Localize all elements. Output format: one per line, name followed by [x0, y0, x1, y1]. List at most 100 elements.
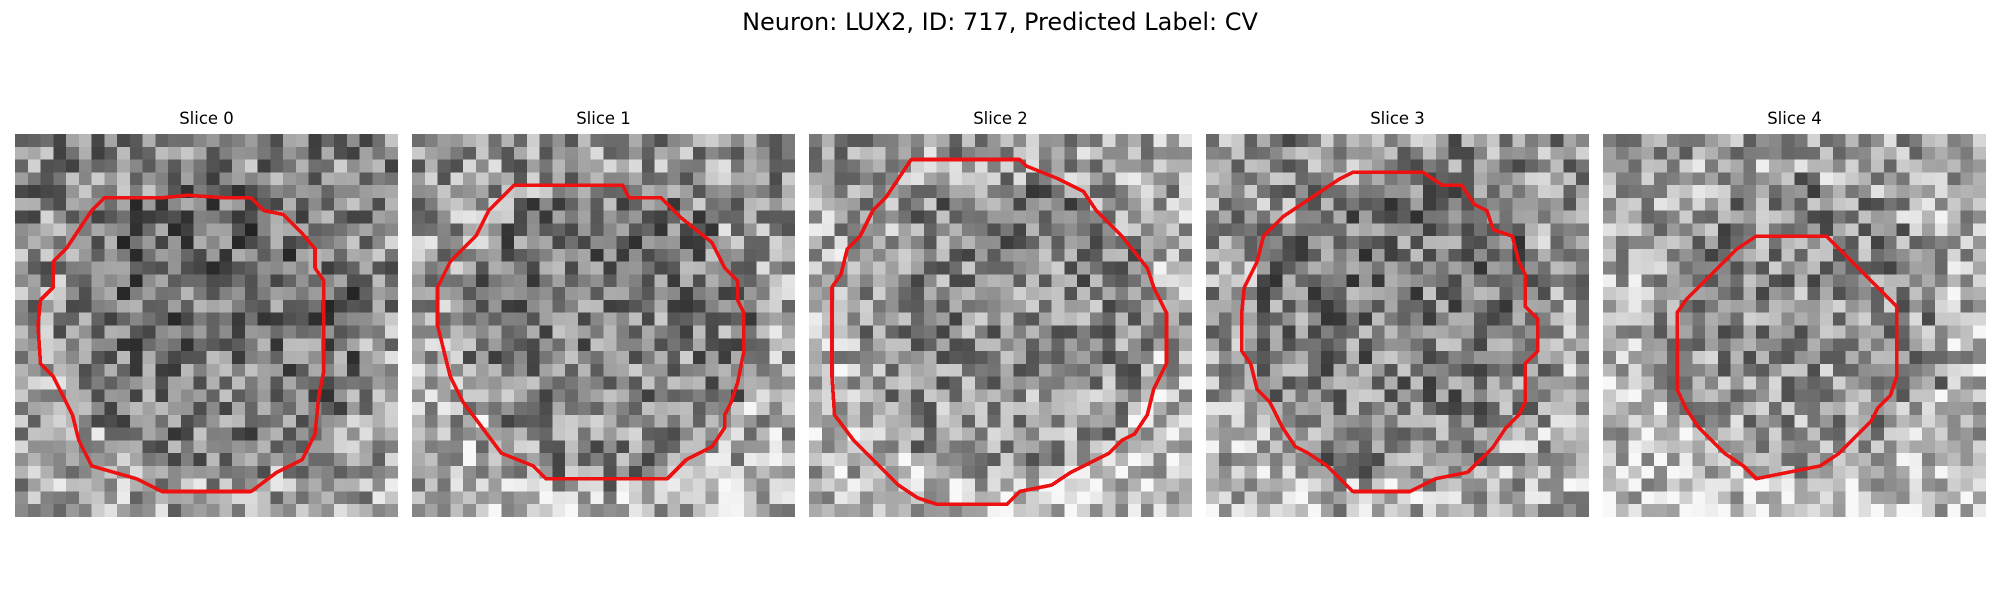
image-pixel [1397, 389, 1411, 403]
image-pixel [1563, 427, 1577, 441]
image-pixel [1397, 402, 1411, 416]
image-pixel [1525, 376, 1539, 390]
image-pixel [1756, 248, 1770, 262]
image-pixel [488, 287, 502, 301]
image-pixel [1705, 504, 1719, 517]
image-pixel [1397, 465, 1411, 479]
image-pixel [424, 248, 438, 262]
image-pixel [1179, 223, 1192, 237]
image-pixel [872, 223, 886, 237]
image-pixel [590, 236, 604, 250]
image-pixel [1128, 363, 1142, 377]
image-pixel [1244, 491, 1258, 505]
image-pixel [603, 287, 617, 301]
image-pixel [463, 351, 477, 365]
image-pixel [1717, 351, 1731, 365]
image-pixel [1717, 363, 1731, 377]
image-pixel [27, 351, 41, 365]
image-pixel [1628, 172, 1642, 186]
image-pixel [1333, 402, 1347, 416]
image-pixel [283, 338, 297, 352]
image-pixel [1909, 299, 1923, 313]
image-pixel [872, 402, 886, 416]
image-pixel [78, 299, 92, 313]
image-pixel [1871, 478, 1885, 492]
image-pixel [1448, 427, 1462, 441]
image-pixel [15, 440, 29, 454]
image-pixel [949, 414, 963, 428]
image-pixel [206, 134, 220, 148]
image-pixel [911, 325, 925, 339]
image-pixel [885, 338, 899, 352]
image-pixel [1461, 491, 1475, 505]
image-pixel [27, 478, 41, 492]
image-pixel [155, 223, 169, 237]
image-pixel [1333, 325, 1347, 339]
image-pixel [1756, 223, 1770, 237]
image-pixel [1013, 299, 1027, 313]
image-pixel [475, 159, 489, 173]
image-pixel [1768, 325, 1782, 339]
image-pixel [782, 465, 795, 479]
image-pixel [1064, 325, 1078, 339]
image-pixel [66, 465, 80, 479]
image-pixel [821, 261, 835, 275]
image-pixel [1743, 338, 1757, 352]
image-pixel [412, 172, 426, 186]
image-pixel [1705, 389, 1719, 403]
image-pixel [1909, 478, 1923, 492]
image-pixel [1000, 299, 1014, 313]
image-pixel [539, 210, 553, 224]
image-pixel [743, 287, 757, 301]
image-pixel [27, 427, 41, 441]
image-pixel [1922, 210, 1936, 224]
image-pixel [257, 146, 271, 160]
image-pixel [450, 261, 464, 275]
image-pixel [1051, 274, 1065, 288]
image-pixel [782, 312, 795, 326]
image-pixel [1896, 261, 1910, 275]
image-pixel [1692, 325, 1706, 339]
image-pixel [1038, 491, 1052, 505]
image-pixel [1140, 376, 1154, 390]
image-pixel [1153, 453, 1167, 467]
image-pixel [1499, 325, 1513, 339]
image-pixel [743, 274, 757, 288]
image-pixel [565, 440, 579, 454]
image-pixel [1692, 440, 1706, 454]
image-pixel [885, 453, 899, 467]
image-pixel [1641, 172, 1655, 186]
image-pixel [1576, 351, 1589, 365]
image-pixel [27, 465, 41, 479]
image-pixel [40, 210, 54, 224]
image-pixel [911, 287, 925, 301]
image-pixel [15, 402, 29, 416]
image-pixel [616, 478, 630, 492]
image-pixel [155, 312, 169, 326]
image-pixel [1166, 172, 1180, 186]
image-pixel [847, 351, 861, 365]
image-pixel [15, 491, 29, 505]
image-pixel [1435, 325, 1449, 339]
image-pixel [1973, 491, 1986, 505]
image-pixel [1679, 261, 1693, 275]
image-pixel [987, 248, 1001, 262]
image-pixel [641, 325, 655, 339]
image-pixel [1486, 491, 1500, 505]
image-pixel [1320, 299, 1334, 313]
image-pixel [359, 363, 373, 377]
image-pixel [1947, 504, 1961, 517]
image-pixel [346, 210, 360, 224]
image-pixel [155, 338, 169, 352]
image-pixel [385, 465, 398, 479]
image-pixel [412, 389, 426, 403]
image-pixel [1333, 210, 1347, 224]
image-pixel [590, 325, 604, 339]
image-pixel [1820, 491, 1834, 505]
image-pixel [155, 261, 169, 275]
image-pixel [334, 134, 348, 148]
image-pixel [168, 376, 182, 390]
image-pixel [654, 402, 668, 416]
image-pixel [193, 159, 207, 173]
image-pixel [40, 325, 54, 339]
